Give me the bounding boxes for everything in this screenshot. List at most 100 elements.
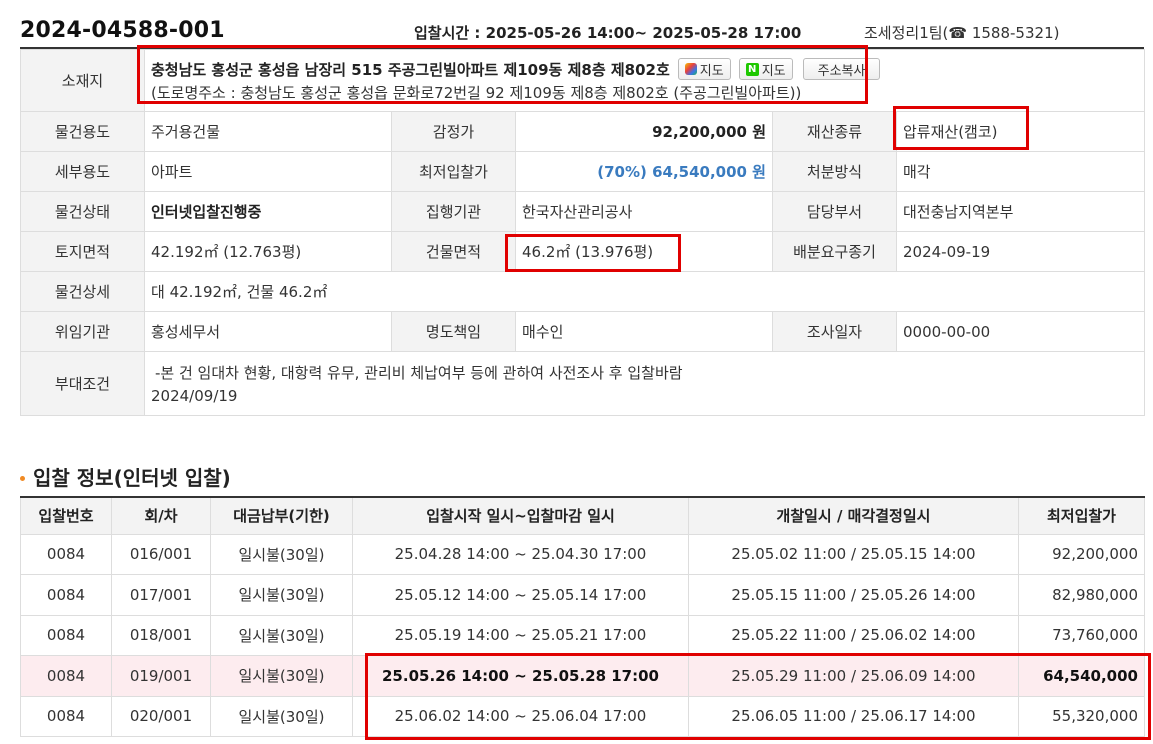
min-price: 82,980,000 <box>1018 574 1145 616</box>
bid-section-title: 입찰 정보(인터넷 입찰) <box>20 462 231 491</box>
opening: 25.05.22 11:00 / 25.06.02 14:00 <box>688 614 1019 656</box>
dist-deadline-value: 2024-09-19 <box>895 231 1146 272</box>
detail-usage-value: 아파트 <box>144 151 392 192</box>
page-header: 2024-04588-001 입찰시간 : 2025-05-26 14:00~ … <box>20 18 1144 48</box>
round: 020/001 <box>111 695 211 737</box>
delegate-row: 위임기관 홍성세무서 명도책임 매수인 조사일자 0000-00-00 <box>20 311 1146 352</box>
area-row: 토지면적 42.192㎡ (12.763평) 건물면적 46.2㎡ (13.97… <box>20 231 1146 272</box>
appraisal-value: 92,200,000 원 <box>515 111 773 152</box>
min-bid-label: 최저입찰가 <box>391 151 516 192</box>
min-price: 73,760,000 <box>1018 614 1145 656</box>
bid-section-title-text: 입찰 정보(인터넷 입찰) <box>33 466 231 490</box>
delegate-label: 위임기관 <box>20 311 145 352</box>
condition-label: 부대조건 <box>20 351 145 416</box>
daum-map-button[interactable]: 지도 <box>677 58 731 80</box>
header-divider <box>20 47 1144 49</box>
bid-period: 25.06.02 14:00 ~ 25.06.04 17:00 <box>352 695 689 737</box>
payment: 일시불(30일) <box>210 655 353 697</box>
property-info-table: 소재지 충청남도 홍성군 홍성읍 남장리 515 주공그린빌아파트 제109동 … <box>20 49 1146 416</box>
round: 016/001 <box>111 533 211 575</box>
table-row: 0084 017/001 일시불(30일) 25.05.12 14:00 ~ 2… <box>20 574 1145 616</box>
copy-address-button[interactable]: 주소복사 <box>802 58 881 80</box>
agency-label: 집행기관 <box>391 191 516 232</box>
bid-info-table: 입찰번호 회/차 대금납부(기한) 입찰시작 일시~입찰마감 일시 개찰일시 /… <box>20 496 1145 737</box>
address: 충청남도 홍성군 홍성읍 남장리 515 주공그린빌아파트 제109동 제8층 … <box>151 60 670 79</box>
dept-value: 대전충남지역본부 <box>895 191 1146 232</box>
asset-type-value: 압류재산(캠코) <box>895 111 1146 152</box>
table-row-current: 0084 019/001 일시불(30일) 25.05.26 14:00 ~ 2… <box>20 655 1145 697</box>
land-area-value: 42.192㎡ (12.763평) <box>144 231 392 272</box>
payment: 일시불(30일) <box>210 533 353 575</box>
dist-deadline-label: 배분요구종기 <box>772 231 897 272</box>
land-area-label: 토지면적 <box>20 231 145 272</box>
detail-usage-label: 세부용도 <box>20 151 145 192</box>
team-contact: 조세정리1팀(☎ 1588-5321) <box>864 24 1060 42</box>
status-label: 물건상태 <box>20 191 145 232</box>
usage-value: 주거용건물 <box>144 111 392 152</box>
min-price: 55,320,000 <box>1018 695 1145 737</box>
location-value: 충청남도 홍성군 홍성읍 남장리 515 주공그린빌아파트 제109동 제8층 … <box>143 49 1146 112</box>
col-payment: 대금납부(기한) <box>210 496 353 535</box>
col-bid-period: 입찰시작 일시~입찰마감 일시 <box>352 496 689 535</box>
bid-number: 0084 <box>20 533 112 575</box>
usage-row: 물건용도 주거용건물 감정가 92,200,000 원 재산종류 압류재산(캠코… <box>20 111 1146 152</box>
table-row: 0084 020/001 일시불(30일) 25.06.02 14:00 ~ 2… <box>20 695 1145 737</box>
transfer-label: 명도책임 <box>391 311 516 352</box>
bullet-icon <box>20 476 25 481</box>
min-bid-value: (70%) 64,540,000 원 <box>515 151 773 192</box>
bid-period: 25.05.19 14:00 ~ 25.05.21 17:00 <box>352 614 689 656</box>
bid-table-header: 입찰번호 회/차 대금납부(기한) 입찰시작 일시~입찰마감 일시 개찰일시 /… <box>20 496 1145 535</box>
payment: 일시불(30일) <box>210 574 353 616</box>
naver-map-label: 지도 <box>761 63 786 79</box>
round: 017/001 <box>111 574 211 616</box>
bid-number: 0084 <box>20 695 112 737</box>
road-address: (도로명주소 : 충청남도 홍성군 홍성읍 문화로72번길 92 제109동 제… <box>151 84 802 102</box>
min-price: 92,200,000 <box>1018 533 1145 575</box>
appraisal-label: 감정가 <box>391 111 516 152</box>
detail-value: 대 42.192㎡, 건물 46.2㎡ <box>143 271 1146 312</box>
daum-map-label: 지도 <box>699 63 724 79</box>
detail-row: 물건상세 대 42.192㎡, 건물 46.2㎡ <box>20 271 1146 312</box>
survey-value: 0000-00-00 <box>895 311 1146 352</box>
detail-label: 물건상세 <box>20 271 145 312</box>
disposal-label: 처분방식 <box>772 151 897 192</box>
condition-value: -본 건 임대차 현황, 대항력 유무, 관리비 체납여부 등에 관하여 사전조… <box>143 351 1146 416</box>
bid-number: 0084 <box>20 614 112 656</box>
location-label: 소재지 <box>20 49 145 112</box>
col-bid-number: 입찰번호 <box>20 496 112 535</box>
detail-usage-row: 세부용도 아파트 최저입찰가 (70%) 64,540,000 원 처분방식 매… <box>20 151 1146 192</box>
bid-number: 0084 <box>20 655 112 697</box>
condition-row: 부대조건 -본 건 임대차 현황, 대항력 유무, 관리비 체납여부 등에 관하… <box>20 351 1146 416</box>
delegate-value: 홍성세무서 <box>144 311 392 352</box>
usage-label: 물건용도 <box>20 111 145 152</box>
opening: 25.05.02 11:00 / 25.05.15 14:00 <box>688 533 1019 575</box>
daum-map-icon <box>684 63 697 75</box>
transfer-value: 매수인 <box>515 311 773 352</box>
round: 019/001 <box>111 655 211 697</box>
disposal-value: 매각 <box>895 151 1146 192</box>
asset-type-label: 재산종류 <box>772 111 897 152</box>
table-row: 0084 016/001 일시불(30일) 25.04.28 14:00 ~ 2… <box>20 533 1145 575</box>
min-price: 64,540,000 <box>1018 655 1145 697</box>
condition-line1: -본 건 임대차 현황, 대항력 유무, 관리비 체납여부 등에 관하여 사전조… <box>155 364 683 382</box>
bid-number: 0084 <box>20 574 112 616</box>
bid-period: 25.05.12 14:00 ~ 25.05.14 17:00 <box>352 574 689 616</box>
building-area-value: 46.2㎡ (13.976평) <box>515 231 773 272</box>
naver-map-button[interactable]: N 지도 <box>738 58 793 80</box>
opening: 25.05.15 11:00 / 25.05.26 14:00 <box>688 574 1019 616</box>
building-area-label: 건물면적 <box>391 231 516 272</box>
table-row: 0084 018/001 일시불(30일) 25.05.19 14:00 ~ 2… <box>20 614 1145 656</box>
opening: 25.05.29 11:00 / 25.06.09 14:00 <box>688 655 1019 697</box>
survey-label: 조사일자 <box>772 311 897 352</box>
bid-period: 25.05.26 14:00 ~ 25.05.28 17:00 <box>352 655 689 697</box>
naver-map-icon: N <box>745 62 759 76</box>
bid-period: 25.04.28 14:00 ~ 25.04.30 17:00 <box>352 533 689 575</box>
round: 018/001 <box>111 614 211 656</box>
col-round: 회/차 <box>111 496 211 535</box>
opening: 25.06.05 11:00 / 25.06.17 14:00 <box>688 695 1019 737</box>
case-number: 2024-04588-001 <box>20 18 225 43</box>
payment: 일시불(30일) <box>210 695 353 737</box>
bid-time: 입찰시간 : 2025-05-26 14:00~ 2025-05-28 17:0… <box>414 24 802 42</box>
location-row: 소재지 충청남도 홍성군 홍성읍 남장리 515 주공그린빌아파트 제109동 … <box>20 49 1146 112</box>
condition-line2: 2024/09/19 <box>151 387 238 405</box>
